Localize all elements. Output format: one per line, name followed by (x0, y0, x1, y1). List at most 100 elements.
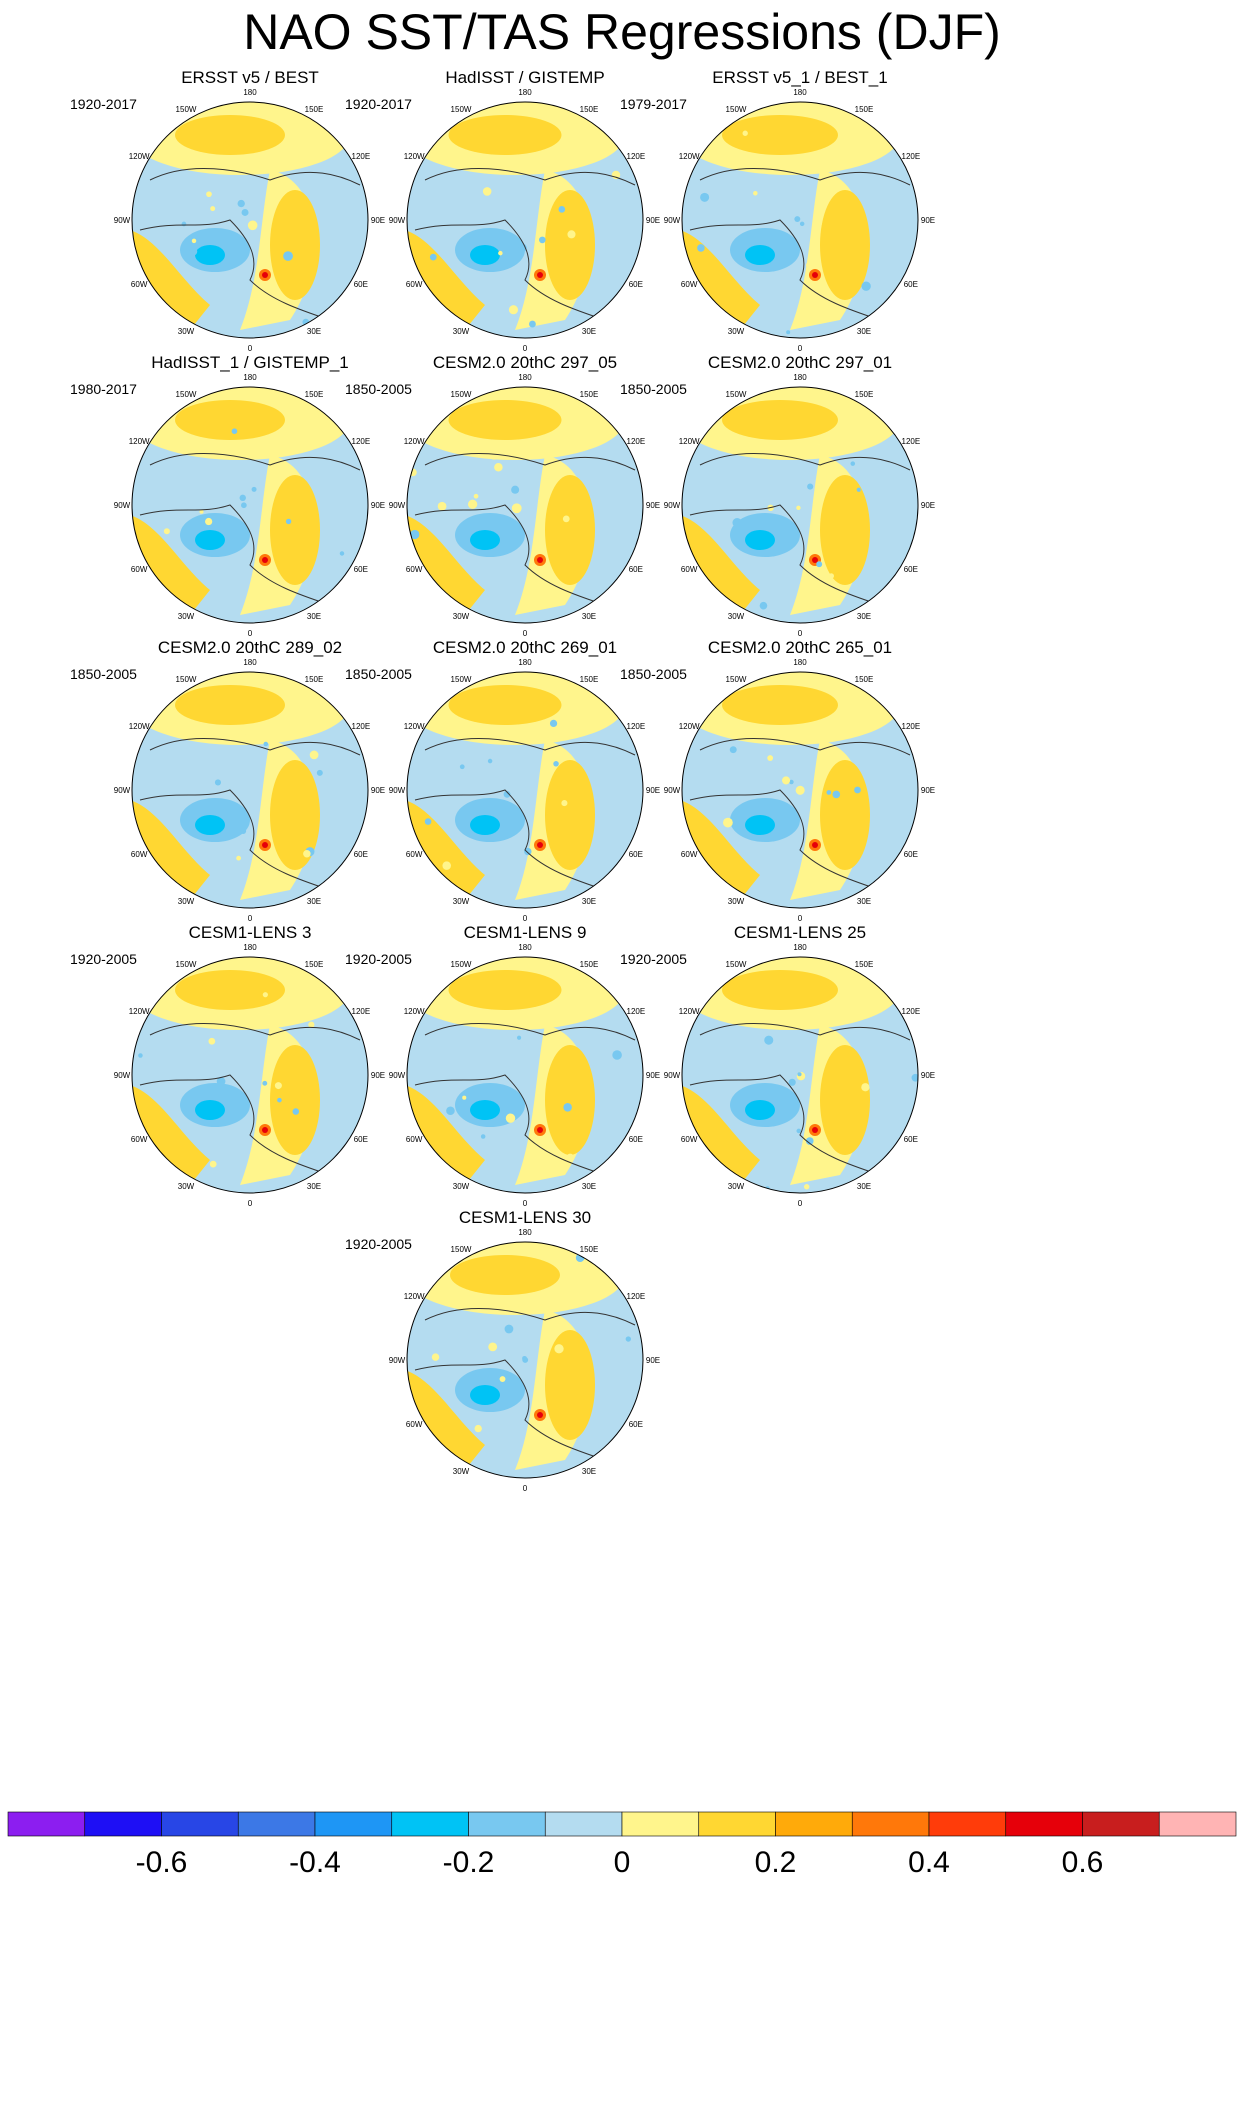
longitude-label: 60W (131, 850, 148, 859)
field-patch (132, 515, 210, 615)
longitude-label: 90W (114, 216, 131, 225)
colorbar-tick-label: 0.2 (755, 1846, 797, 1879)
longitude-label: 90W (389, 501, 406, 510)
field-patch (407, 1085, 485, 1185)
field-speckle (308, 1021, 315, 1028)
field-speckle (803, 1184, 810, 1190)
field-patch (450, 1255, 560, 1295)
panel-period: 1920-2005 (70, 951, 137, 967)
longitude-label: 150E (305, 390, 324, 399)
longitude-label: 0 (523, 914, 528, 923)
longitude-label: 60W (681, 850, 698, 859)
longitude-label: 90E (371, 216, 385, 225)
longitude-label: 60W (406, 850, 423, 859)
field-speckle (554, 1035, 562, 1042)
field-patch (270, 1045, 320, 1155)
longitude-label: 60W (406, 565, 423, 574)
field-patch (132, 1085, 210, 1185)
field-speckle (503, 790, 511, 798)
field-patch (537, 272, 543, 278)
longitude-label: 60E (354, 280, 368, 289)
longitude-label: 150W (451, 390, 472, 399)
field-patch (812, 1127, 818, 1133)
field-patch (132, 230, 210, 330)
longitude-label: 150W (176, 675, 197, 684)
colorbar-swatch (1082, 1811, 1160, 1837)
field-speckle (854, 786, 861, 794)
field-patch (745, 815, 775, 835)
field-patch (682, 230, 760, 330)
field-speckle (861, 1083, 870, 1092)
longitude-label: 30E (857, 327, 871, 336)
longitude-label: 180 (793, 943, 807, 952)
longitude-label: 150E (305, 675, 324, 684)
longitude-label: 0 (798, 629, 803, 638)
field-speckle (729, 746, 737, 754)
field-patch (195, 245, 225, 265)
field-patch (448, 970, 562, 1010)
colorbar-tick-label: 0.6 (1062, 1846, 1104, 1879)
field-speckle (285, 518, 292, 525)
longitude-label: 60W (131, 1135, 148, 1144)
field-speckle (795, 785, 805, 795)
longitude-label: 120E (627, 1007, 646, 1016)
longitude-label: 180 (243, 373, 257, 382)
longitude-label: 120W (679, 152, 700, 161)
field-speckle (191, 238, 197, 244)
field-speckle (303, 849, 311, 858)
longitude-label: 30E (582, 897, 596, 906)
longitude-label: 30E (582, 1182, 596, 1191)
longitude-label: 30E (582, 612, 596, 621)
longitude-label: 60E (904, 850, 918, 859)
field-speckle (796, 505, 801, 511)
field-patch (812, 557, 818, 563)
field-speckle (459, 764, 465, 770)
coastline (139, 504, 331, 606)
longitude-label: 150W (176, 960, 197, 969)
colorbar-tick-label: -0.6 (136, 1846, 188, 1879)
map-field (132, 672, 368, 908)
longitude-label: 60W (406, 1135, 423, 1144)
field-patch (537, 557, 543, 563)
field-patch (682, 1085, 760, 1185)
longitude-label: 120E (902, 1007, 921, 1016)
longitude-label: 60W (681, 280, 698, 289)
coastline (424, 1022, 636, 1041)
field-speckle (538, 236, 546, 244)
panel-period: 1920-2005 (345, 951, 412, 967)
longitude-label: 90W (664, 786, 681, 795)
longitude-label: 120E (627, 437, 646, 446)
coastline (424, 452, 636, 471)
field-speckle (467, 499, 478, 509)
field-speckle (429, 253, 437, 261)
map-field (132, 957, 368, 1193)
field-speckle (529, 320, 536, 328)
field-speckle (496, 1093, 501, 1098)
map-field (132, 387, 368, 623)
map-outline (131, 386, 369, 624)
field-speckle (208, 1037, 216, 1045)
longitude-label: 60E (629, 565, 643, 574)
field-patch (745, 530, 775, 550)
longitude-label: 30W (728, 327, 745, 336)
coastline (139, 789, 331, 891)
field-speckle (700, 192, 710, 202)
map-panel: 180 150E 120E 90E 60E 30E 0 30W 60W 90W 120W 150W CE… (65, 923, 435, 1335)
longitude-label: 90W (114, 786, 131, 795)
longitude-label: 30W (178, 612, 195, 621)
field-speckle (216, 1077, 226, 1086)
field-speckle (782, 776, 791, 785)
longitude-label: 0 (798, 344, 803, 353)
longitude-label: 180 (243, 943, 257, 952)
field-speckle (331, 713, 338, 721)
longitude-label: 120E (902, 437, 921, 446)
field-speckle (263, 741, 269, 747)
longitude-label: 0 (798, 1199, 803, 1208)
field-speckle (567, 230, 576, 239)
longitude-label: 150E (855, 390, 874, 399)
field-speckle (563, 1103, 572, 1112)
panel-title: ERSST v5 / BEST (181, 68, 319, 87)
longitude-label: 30E (307, 897, 321, 906)
longitude-label: 120E (902, 152, 921, 161)
